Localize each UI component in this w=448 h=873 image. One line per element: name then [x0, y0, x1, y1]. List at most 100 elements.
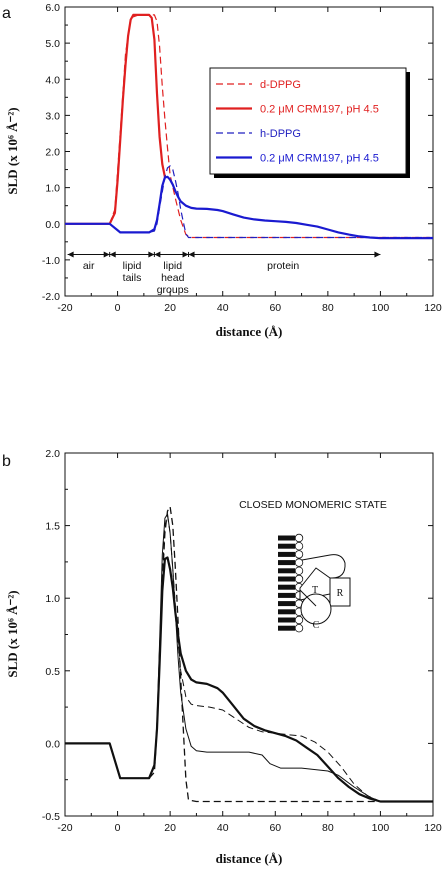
- x-tick-label: 0: [115, 302, 121, 314]
- x-tick-label: 20: [164, 822, 176, 834]
- panel-b-ticks: -20 0 20 40 60 80 100 120 -0.5 0.0 0.5 1.0 1.5 2.0: [42, 448, 442, 834]
- legend-entry-label: 0.2 μM CRM197, pH 4.5: [260, 153, 379, 165]
- region-label: lipid head groups: [157, 260, 189, 296]
- x-tick-label: 60: [269, 302, 281, 314]
- y-tick-label: 1.0: [45, 183, 60, 195]
- lipid-head: [294, 574, 304, 584]
- region-arrowhead-right: [374, 251, 381, 258]
- region-label: protein: [267, 260, 299, 272]
- lipid-head: [294, 558, 304, 567]
- region-label-line: tails: [123, 272, 142, 284]
- panel-b-y-axis-label: SLD (x 10⁶ Å⁻²): [5, 590, 20, 677]
- panel-a-legend: d-DPPG 0.2 μM CRM197, pH 4.5 h-DPPG 0.2 μM …: [209, 67, 410, 178]
- x-tick-label: 120: [424, 302, 442, 314]
- x-tick-label: 80: [322, 822, 334, 834]
- series-line-3: [65, 513, 433, 802]
- panel-b-label: b: [2, 453, 11, 470]
- region-arrowhead-left: [109, 251, 116, 258]
- x-tick-label: 60: [269, 822, 281, 834]
- lipid-tail: [278, 584, 295, 590]
- series-line-4: [65, 175, 433, 240]
- x-tick-label: 40: [217, 822, 229, 834]
- y-tick-label: 4.0: [45, 74, 60, 86]
- panel-b-x-axis-label: distance (Å): [216, 851, 283, 866]
- y-tick-label: 0.0: [45, 738, 60, 750]
- lipid-head: [294, 542, 304, 551]
- lipid-tail: [278, 576, 295, 582]
- x-tick-label: 20: [164, 302, 176, 314]
- lipid-tail: [278, 601, 295, 607]
- panel-a-x-axis-label: distance (Å): [216, 324, 283, 339]
- c-domain-label: C: [313, 620, 320, 631]
- loop-outline: [301, 554, 346, 579]
- lipid-tail: [278, 543, 295, 549]
- lipid-tail: [278, 560, 295, 566]
- lipid-head: [294, 615, 304, 625]
- y-tick-label: 2.0: [45, 448, 60, 460]
- lipid-head: [294, 533, 304, 543]
- lipid-head: [294, 566, 304, 575]
- legend-entry-label: h-DPPG: [260, 128, 301, 140]
- region-label-line: head: [161, 272, 185, 284]
- legend-entry-label: d-DPPG: [260, 79, 301, 91]
- x-tick-label: 0: [115, 822, 121, 834]
- panel-b-chart: b -20 0 20 40 60 80 100 120-0.50.00.51.01.52.0 …: [2, 448, 442, 866]
- y-tick-label: 5.0: [45, 38, 60, 50]
- lipid-tail: [278, 568, 295, 574]
- region-arrowhead-left: [188, 251, 195, 258]
- y-tick-label: -0.5: [42, 811, 60, 823]
- panel-a-y-axis-label: SLD (x 10⁶ Å⁻²): [5, 107, 20, 194]
- lipid-bilayer-icon: [278, 533, 304, 633]
- region-label-line: protein: [267, 260, 299, 272]
- membrane-protein-schematic: T R C: [278, 533, 351, 633]
- lipid-tail: [278, 625, 295, 631]
- x-tick-label: 80: [322, 302, 334, 314]
- series-line-2: [65, 556, 433, 803]
- t-domain-label: T: [312, 585, 318, 596]
- region-arrowhead-right: [103, 251, 110, 258]
- lipid-tail: [278, 617, 295, 623]
- legend-entry-label: 0.2 μM CRM197, pH 4.5: [260, 104, 379, 116]
- y-tick-label: 1.5: [45, 521, 60, 533]
- region-label: air: [83, 260, 95, 272]
- connector-line: [299, 589, 317, 607]
- region-label-line: air: [83, 260, 95, 272]
- lipid-head: [294, 550, 304, 559]
- y-tick-label: 0.0: [45, 219, 60, 231]
- r-domain-label: R: [337, 588, 344, 599]
- c-domain-shape: [300, 593, 332, 625]
- region-label-line: lipid: [123, 260, 142, 272]
- panel-a-label: a: [2, 5, 11, 22]
- region-label: lipid tails: [123, 260, 142, 284]
- y-tick-label: 0.5: [45, 666, 60, 678]
- region-label-line: groups: [157, 284, 189, 296]
- region-arrowhead-right: [148, 251, 155, 258]
- y-tick-label: 1.0: [45, 593, 60, 605]
- inset-title: CLOSED MONOMERIC STATE: [239, 499, 387, 511]
- x-tick-label: -20: [57, 302, 72, 314]
- series-line-2: [65, 13, 166, 225]
- panel-a-series-lines: [65, 13, 433, 240]
- series-line-4: [65, 514, 433, 802]
- x-tick-label: 100: [372, 822, 390, 834]
- y-tick-label: 3.0: [45, 110, 60, 122]
- y-tick-label: -2.0: [42, 291, 60, 303]
- series-line-1: [65, 506, 433, 803]
- panel-a-ticks: -20 0 20 40 60 80 100 120 -2.0 -1.0 0.0 1.0 2.0 3.0 4.…: [42, 2, 442, 314]
- panel-a-region-arrows: [67, 251, 381, 258]
- panel-b-series-lines: [65, 506, 433, 803]
- x-tick-label: -20: [57, 822, 72, 834]
- region-label-line: lipid: [163, 260, 182, 272]
- x-tick-label: 120: [424, 822, 442, 834]
- lipid-tail: [278, 592, 295, 598]
- x-tick-label: 100: [372, 302, 390, 314]
- y-tick-label: 6.0: [45, 2, 60, 14]
- lipid-tail: [278, 609, 295, 615]
- x-tick-label: 40: [217, 302, 229, 314]
- lipid-head: [294, 624, 304, 633]
- lipid-tail: [278, 535, 295, 541]
- y-tick-label: 2.0: [45, 147, 60, 159]
- region-arrowhead-right: [182, 251, 189, 258]
